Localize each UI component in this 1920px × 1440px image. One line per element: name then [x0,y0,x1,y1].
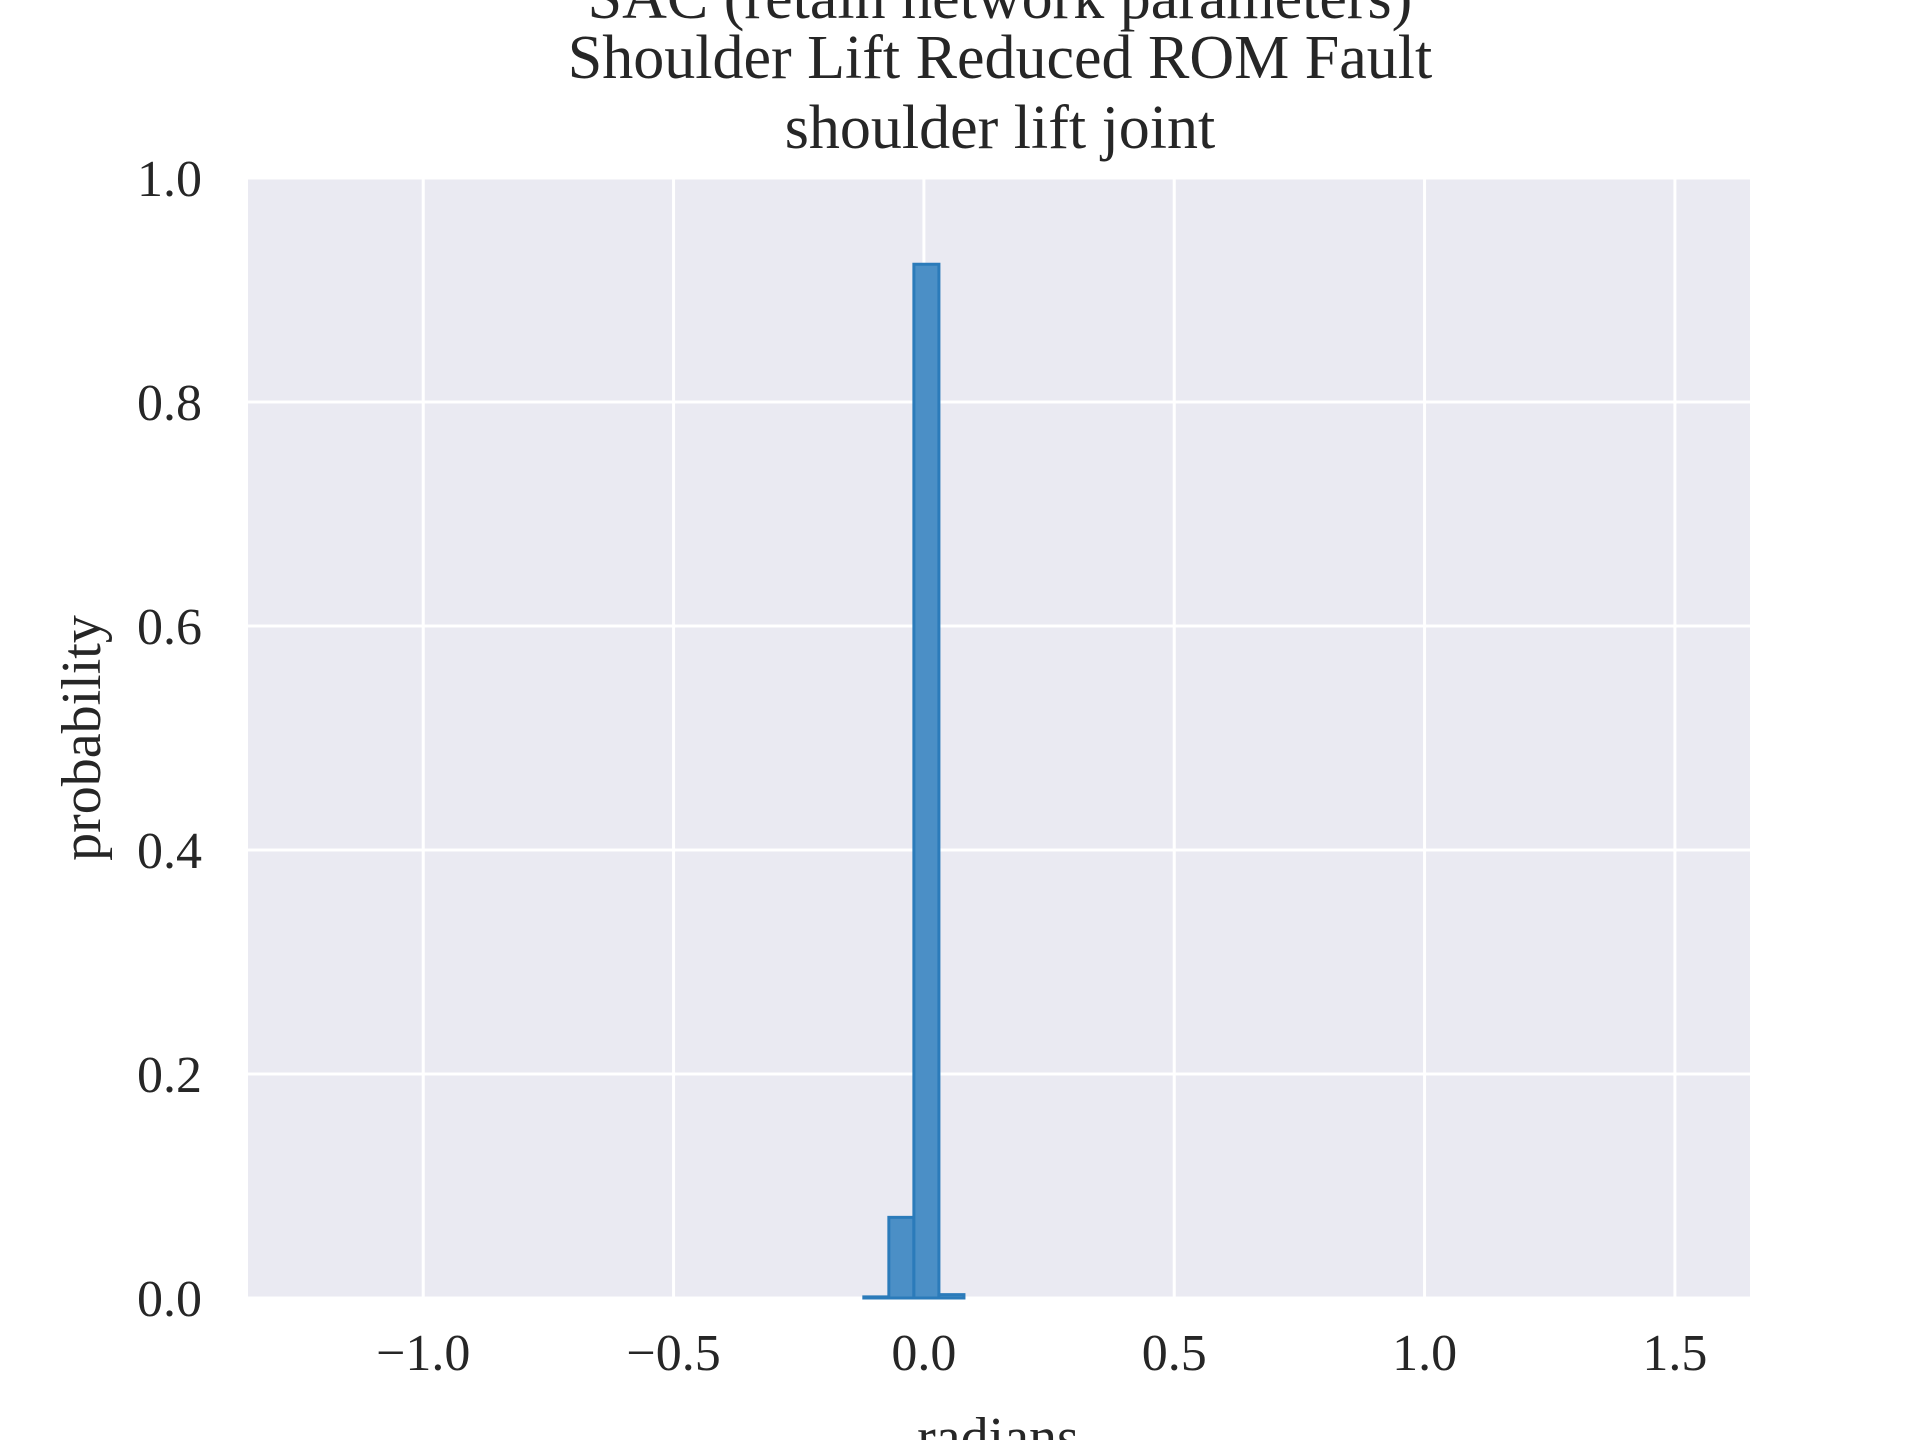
y-tick-label: 0.2 [137,1047,202,1104]
x-tick-label: −1.0 [376,1325,470,1382]
x-tick-label: −0.5 [626,1325,720,1382]
x-tick-label: 0.0 [891,1325,956,1382]
y-axis-tick-labels: 0.0 0.2 0.4 0.6 0.8 1.0 [137,151,202,1328]
chart-title-line-2: Shoulder Lift Reduced ROM Fault [568,24,1432,92]
chart-title: SAC (retain network parameters) Shoulder… [568,0,1432,162]
histogram-bars [862,262,966,1300]
y-tick-label: 0.8 [137,375,202,432]
plot-area [248,178,1750,1298]
x-axis-tick-labels: −1.0 −0.5 0.0 0.5 1.0 1.5 [376,1325,1707,1382]
x-tick-label: 1.5 [1642,1325,1707,1382]
y-tick-label: 0.0 [137,1271,202,1328]
histogram-bar [862,1295,891,1300]
x-tick-label: 0.5 [1142,1325,1207,1382]
histogram-bar [937,1293,966,1300]
chart-title-line-3: shoulder lift joint [785,94,1216,162]
x-axis-label: radians [917,1407,1079,1440]
histogram-bar [912,262,941,1300]
chart-title-line-1: SAC (retain network parameters) [588,0,1413,32]
y-tick-label: 0.4 [137,823,202,880]
y-tick-label: 1.0 [137,151,202,208]
y-axis-label: probability [51,615,113,861]
y-tick-label: 0.6 [137,599,202,656]
x-tick-label: 1.0 [1392,1325,1457,1382]
histogram-bar [887,1215,916,1300]
